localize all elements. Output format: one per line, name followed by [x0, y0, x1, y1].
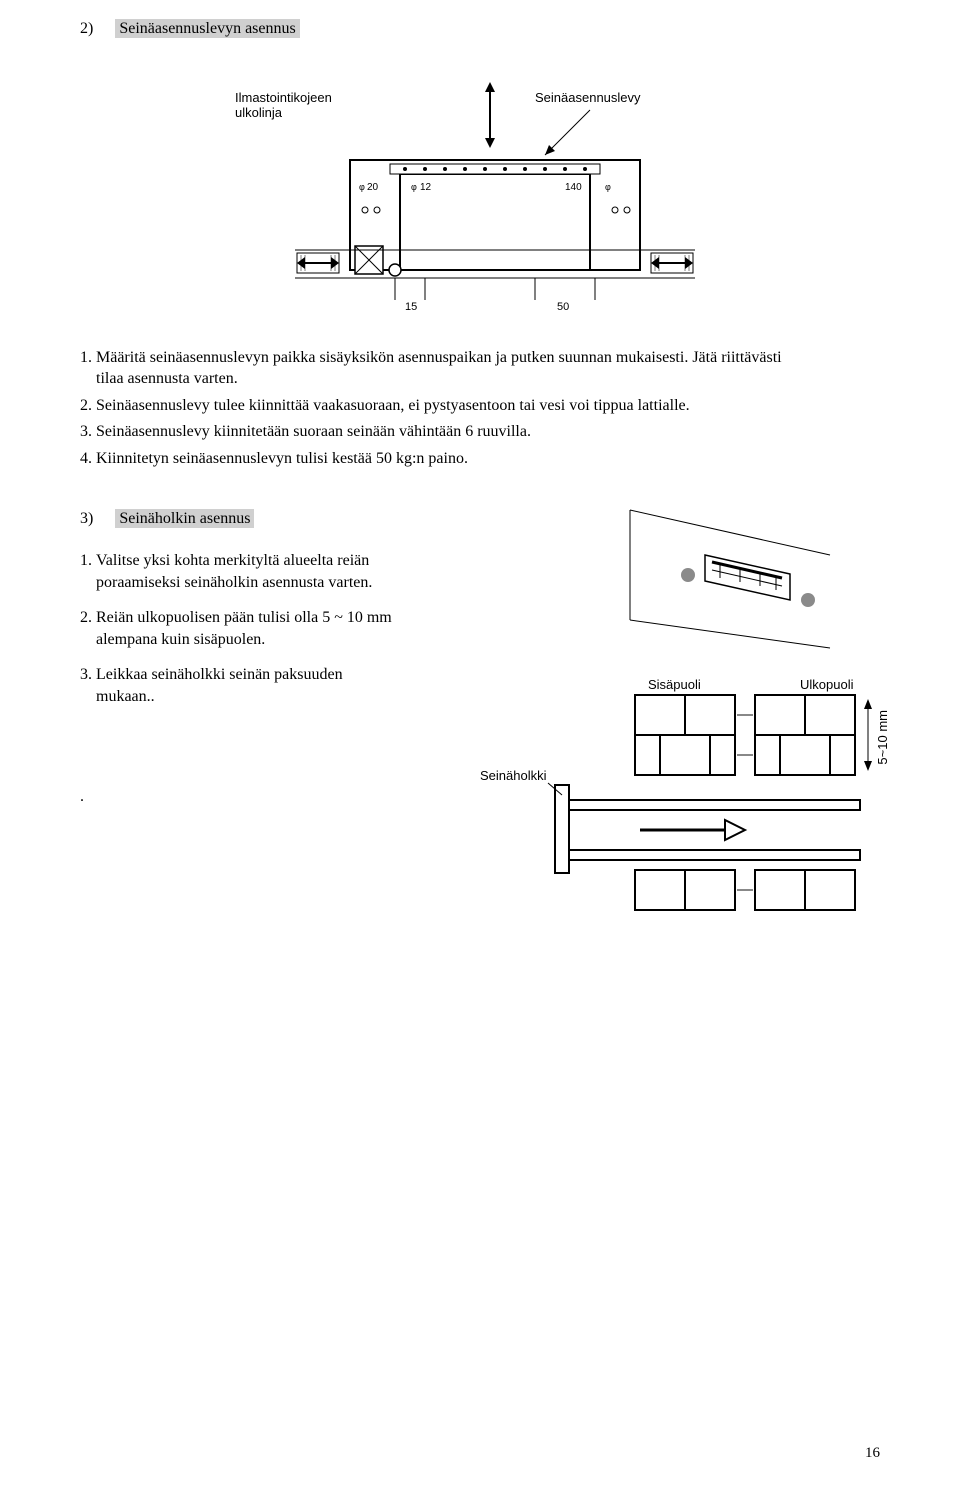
figure1-dim2: 12: [420, 182, 432, 193]
figure2b-section-diagram: Sisäpuoli Ulkopuoli Seinäholkki 5~10 mm: [500, 675, 900, 925]
section2-number: 2): [80, 20, 93, 38]
figure2b-label-sleeve: Seinäholkki: [480, 768, 547, 783]
figure1-plate-diagram: 20 12 140 15 50 φ φ φ: [295, 150, 695, 320]
figure2b-label-gap: 5~10 mm: [875, 710, 890, 765]
svg-text:φ: φ: [359, 182, 365, 192]
figure2a-isometric-diagram: [610, 500, 840, 650]
section3-container: 3) Seinäholkin asennus Valitse yksi koht…: [80, 510, 900, 930]
section2-header: 2) Seinäasennuslevyn asennus: [80, 20, 300, 38]
list-item: Valitse yksi kohta merkityltä alueelta r…: [96, 550, 396, 593]
svg-text:φ: φ: [605, 182, 611, 192]
page: 2) Seinäasennuslevyn asennus Ilmastointi…: [0, 0, 960, 1490]
section3-title: Seinäholkin asennus: [115, 509, 254, 528]
section3-list: Valitse yksi kohta merkityltä alueelta r…: [96, 550, 396, 708]
page-number: 16: [865, 1445, 880, 1462]
section2-title: Seinäasennuslevyn asennus: [115, 19, 299, 38]
svg-text:φ: φ: [411, 182, 417, 192]
figure1-label-left-text: Ilmastointikojeenulkolinja: [235, 90, 332, 120]
figure1-label-left: Ilmastointikojeenulkolinja: [235, 90, 332, 120]
section2-list: Määritä seinäasennuslevyn paikka sisäyks…: [96, 348, 796, 470]
list-item: Seinäasennuslevy tulee kiinnittää vaakas…: [96, 396, 796, 417]
section3-number: 3): [80, 510, 93, 528]
figure1-container: Ilmastointikojeenulkolinja Seinäasennusl…: [235, 80, 745, 320]
figure1-arrow-vertical-icon: [475, 80, 505, 150]
figure1-dim4: 15: [405, 301, 417, 313]
list-item: Reiän ulkopuolisen pään tulisi olla 5 ~ …: [96, 607, 396, 650]
figure2b-label-outside: Ulkopuoli: [800, 677, 853, 692]
section3-header: 3) Seinäholkin asennus: [80, 510, 254, 528]
list-item: Kiinnitetyn seinäasennuslevyn tulisi kes…: [96, 449, 796, 470]
figure2b-svg: [500, 675, 900, 925]
figure2b-label-inside: Sisäpuoli: [648, 677, 701, 692]
list-item: Määritä seinäasennuslevyn paikka sisäyks…: [96, 348, 796, 390]
list-item: Leikkaa seinäholkki seinän paksuuden muk…: [96, 664, 396, 707]
figure1-dim5: 50: [557, 301, 569, 313]
figure1-dim3: 140: [565, 182, 582, 193]
list-item: Seinäasennuslevy kiinnitetään suoraan se…: [96, 422, 796, 443]
figure1-dim1: 20: [367, 182, 379, 193]
figure1-label-right: Seinäasennuslevy: [535, 90, 641, 105]
